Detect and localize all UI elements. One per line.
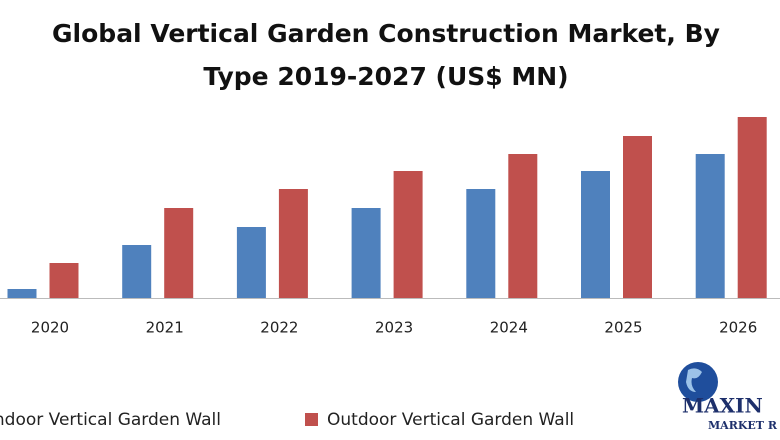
logo-text: MARKET R [708, 419, 778, 432]
chart-title: Type 2019-2027 (US$ MN) [203, 62, 568, 91]
chart-title: Global Vertical Garden Construction Mark… [52, 19, 720, 48]
bar [351, 208, 381, 298]
x-tick-label: 2022 [260, 319, 298, 337]
bar [236, 227, 266, 298]
x-tick-label: 2020 [31, 319, 69, 337]
x-tick-label: 2026 [719, 319, 757, 337]
bar [49, 263, 79, 298]
logo: MAXIN MARKET R [678, 362, 778, 432]
legend-label: Outdoor Vertical Garden Wall [327, 410, 574, 430]
x-tick-label: 2023 [375, 319, 413, 337]
x-tick-label: 2024 [490, 319, 528, 337]
bar [466, 189, 496, 298]
bar [393, 171, 423, 298]
bar [508, 154, 538, 298]
bar [278, 189, 308, 298]
bar [122, 245, 152, 298]
bar [737, 117, 767, 298]
logo-land [686, 368, 702, 392]
legend-swatch [305, 413, 318, 426]
bar [7, 289, 37, 298]
x-tick-label: 2025 [604, 319, 642, 337]
bar [164, 208, 194, 298]
x-tick-label: 2021 [146, 319, 184, 337]
bar [581, 171, 610, 298]
bar [623, 136, 652, 298]
logo-text: MAXIN [682, 394, 763, 418]
legend-label: Indoor Vertical Garden Wall [0, 410, 221, 430]
bar [695, 154, 725, 298]
